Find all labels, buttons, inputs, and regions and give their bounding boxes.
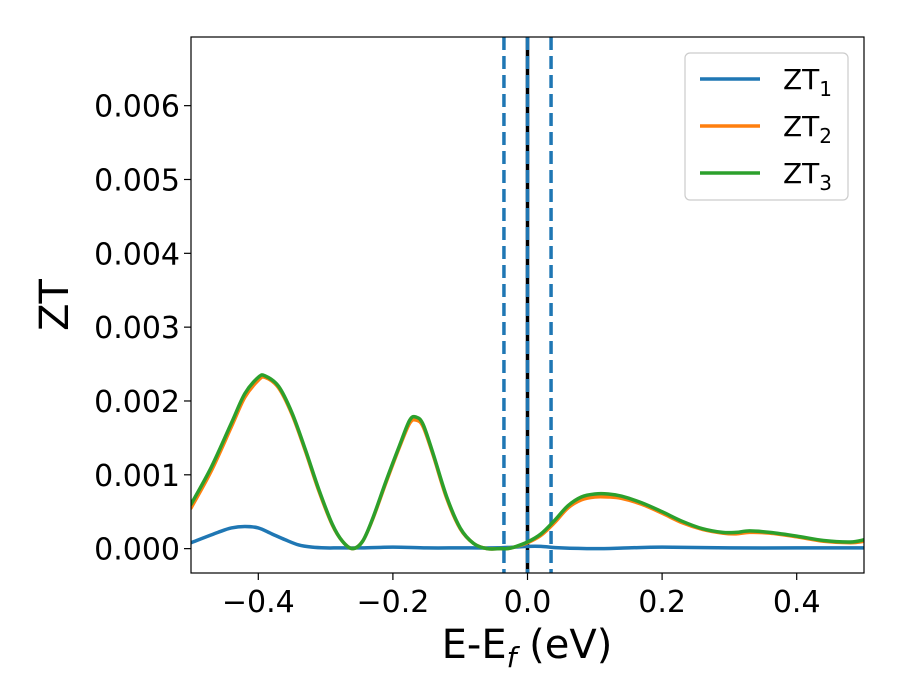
series-lines [191, 373, 864, 551]
legend-label-2: ZT2 [783, 110, 832, 148]
x-tick-label: −0.2 [356, 585, 429, 620]
y-tick-label: 0.005 [94, 163, 180, 198]
y-tick-label: 0.004 [94, 237, 180, 272]
y-tick-label: 0.001 [94, 459, 180, 494]
series-line-3 [191, 373, 864, 551]
y-tick-label: 0.002 [94, 385, 180, 420]
x-tick-label: −0.4 [222, 585, 295, 620]
x-axis-ticks: −0.4 −0.2 0.0 0.2 0.4 [222, 573, 821, 620]
y-axis-ticks: 0.000 0.001 0.002 0.003 0.004 0.005 0.006 [94, 90, 191, 568]
legend-label-3: ZT3 [783, 157, 832, 195]
vertical-lines [502, 37, 553, 573]
y-axis-label: ZT [32, 279, 78, 331]
series-line-1 [191, 524, 864, 551]
x-tick-label: 0.2 [638, 585, 686, 620]
y-tick-label: 0.003 [94, 311, 180, 346]
x-tick-label: 0.4 [773, 585, 821, 620]
x-tick-label: 0.0 [504, 585, 552, 620]
x-axis-label: E-Ef (eV) [442, 622, 613, 674]
legend-label-1: ZT1 [783, 63, 832, 101]
y-tick-label: 0.006 [94, 90, 180, 125]
y-tick-label: 0.000 [94, 533, 180, 568]
legend: ZT1 ZT2 ZT3 [684, 52, 849, 201]
legend-box [684, 52, 849, 201]
